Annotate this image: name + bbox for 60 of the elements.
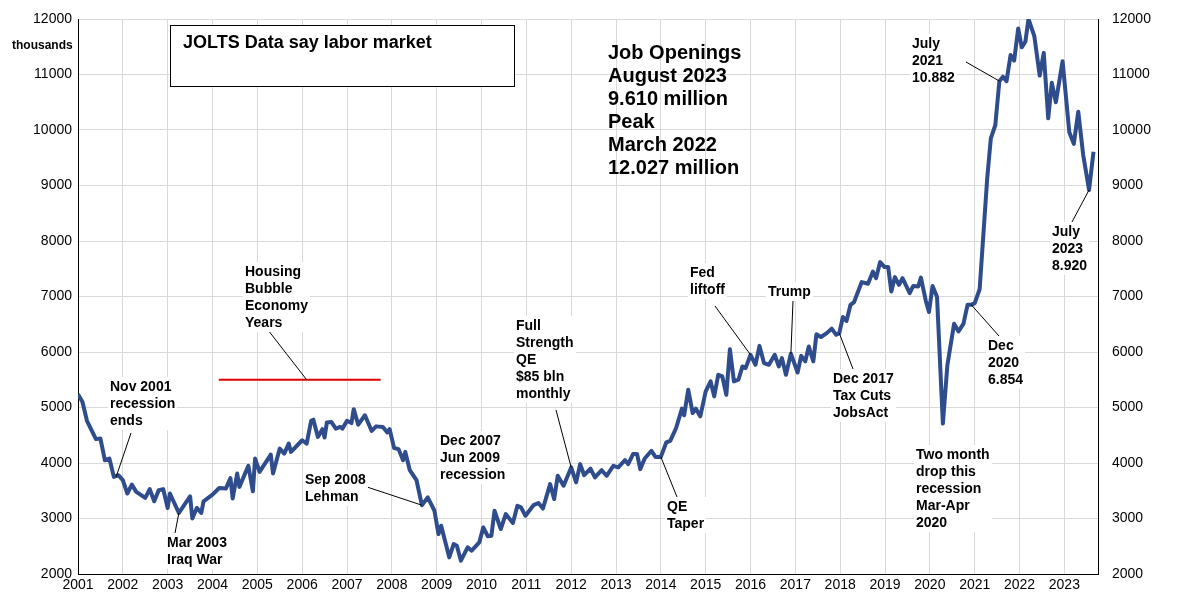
y-tick-label: 4000 <box>40 453 73 470</box>
x-tick-label: 2014 <box>645 576 677 593</box>
y-tick-label: 8000 <box>40 231 73 248</box>
y-tick-label: 9000 <box>40 176 73 193</box>
y2-tick-label: 5000 <box>1112 398 1144 415</box>
y2-tick-label: 11000 <box>1112 65 1151 82</box>
y2-tick-label: 4000 <box>1112 453 1144 470</box>
annotation: Mar 2003 Iraq War <box>165 533 229 569</box>
annotation: Housing Bubble Economy Years <box>243 262 311 332</box>
annotation: July 2021 10.882 <box>910 34 957 87</box>
y2-tick-label: 3000 <box>1112 509 1144 526</box>
x-tick-label: 2020 <box>914 576 946 593</box>
x-tick-label: 2003 <box>152 576 184 593</box>
annotation: Full Strength QE $85 bln monthly <box>514 316 576 403</box>
annotation: Fed liftoff <box>688 263 727 299</box>
annotation: Trump <box>766 282 813 301</box>
y2-tick-label: 10000 <box>1112 120 1152 137</box>
y-tick-label: 12000 <box>33 9 73 26</box>
y-tick-label: 11000 <box>34 65 73 82</box>
y-tick-label: 5000 <box>40 398 73 415</box>
x-tick-label: 2007 <box>331 576 363 593</box>
x-tick-label: 2015 <box>690 576 722 593</box>
annotation: Dec 2020 6.854 <box>986 336 1026 389</box>
annotation: July 2023 8.920 <box>1050 222 1090 275</box>
x-tick-label: 2019 <box>869 576 901 593</box>
annotation: Nov 2001 recession ends <box>108 377 178 430</box>
x-tick-label: 2022 <box>1003 576 1036 593</box>
annotation: Two month drop this recession Mar-Apr 2020 <box>914 445 992 532</box>
y2-tick-label: 8000 <box>1112 231 1144 248</box>
y-tick-label: 10000 <box>33 120 73 137</box>
x-tick-label: 2011 <box>511 576 542 593</box>
x-tick-label: 2012 <box>555 576 587 593</box>
x-tick-label: 2002 <box>107 576 139 593</box>
x-tick-label: 2006 <box>286 576 318 593</box>
x-tick-label: 2010 <box>465 576 498 593</box>
y-tick-label: 6000 <box>40 342 73 359</box>
annotation: Dec 2017 Tax Cuts JobsAct <box>831 369 896 422</box>
x-tick-label: 2004 <box>196 576 229 593</box>
x-tick-label: 2016 <box>734 576 767 593</box>
x-tick-label: 2018 <box>824 576 856 593</box>
y2-tick-label: 2000 <box>1112 564 1144 581</box>
y2-tick-label: 12000 <box>1112 9 1152 26</box>
y2-tick-label: 6000 <box>1112 342 1144 359</box>
y-axis-title: thousands <box>12 38 73 52</box>
y2-tick-label: 9000 <box>1112 176 1144 193</box>
x-tick-label: 2009 <box>421 576 453 593</box>
y-tick-label: 3000 <box>40 509 73 526</box>
x-tick-label: 2017 <box>779 576 812 593</box>
x-tick-label: 2013 <box>600 576 632 593</box>
x-tick-label: 2005 <box>241 576 274 593</box>
x-tick-label: 2021 <box>959 576 991 593</box>
title-box: JOLTS Data say labor market <box>170 25 515 87</box>
y2-tick-label: 7000 <box>1112 287 1144 304</box>
x-tick-label: 2023 <box>1048 576 1081 593</box>
annotation: Sep 2008 Lehman <box>303 470 368 506</box>
y-tick-label: 7000 <box>40 287 73 304</box>
x-tick-label: 2008 <box>376 576 408 593</box>
annotation: Dec 2007 Jun 2009 recession <box>438 431 508 484</box>
annotation: QE Taper <box>665 497 707 533</box>
annotation: Job Openings August 2023 9.610 million Peak March 2022 12.027 million <box>607 40 743 180</box>
